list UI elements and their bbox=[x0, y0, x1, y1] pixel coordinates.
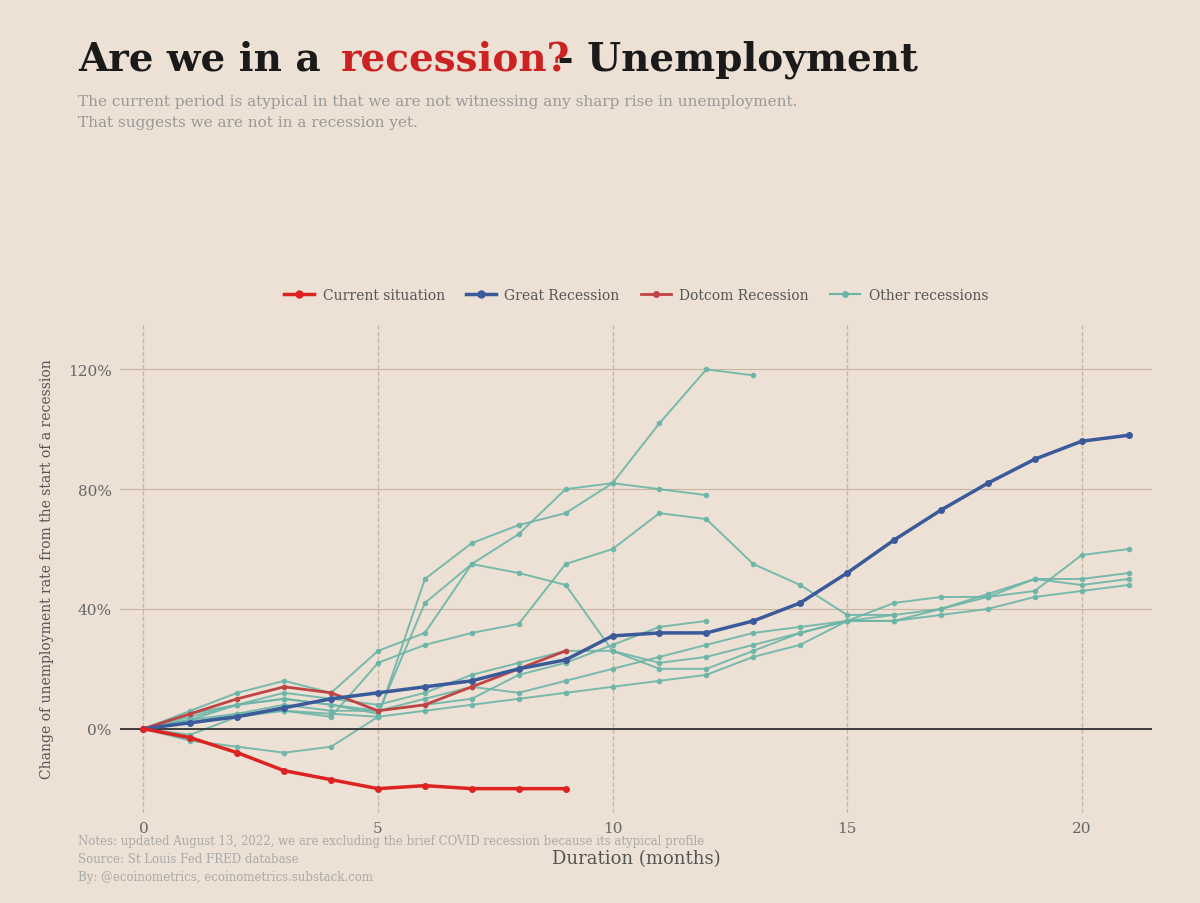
X-axis label: Duration (months): Duration (months) bbox=[552, 849, 720, 867]
Text: Notes: updated August 13, 2022, we are excluding the brief COVID recession becau: Notes: updated August 13, 2022, we are e… bbox=[78, 834, 704, 883]
Text: - Unemployment: - Unemployment bbox=[544, 41, 918, 79]
Text: The current period is atypical in that we are not witnessing any sharp rise in u: The current period is atypical in that w… bbox=[78, 95, 797, 130]
Text: Are we in a: Are we in a bbox=[78, 41, 334, 79]
Y-axis label: Change of unemployment rate from the start of a recession: Change of unemployment rate from the sta… bbox=[40, 359, 54, 778]
Text: recession?: recession? bbox=[341, 41, 570, 79]
Legend: Current situation, Great Recession, Dotcom Recession, Other recessions: Current situation, Great Recession, Dotc… bbox=[278, 284, 994, 309]
